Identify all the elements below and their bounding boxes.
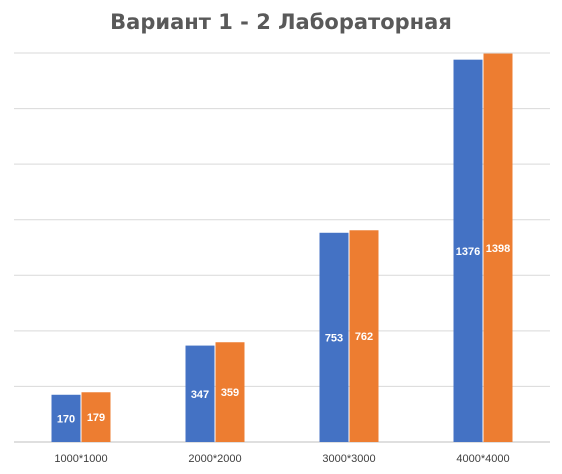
bar (349, 230, 379, 442)
x-tick-label: 1000*1000 (54, 453, 107, 465)
data-label: 762 (355, 331, 373, 343)
data-label: 359 (221, 387, 239, 399)
data-label: 1376 (456, 246, 480, 258)
data-labels: 170 179 347 359 753 762 1376 1398 (57, 243, 510, 426)
bar (81, 392, 111, 442)
bar (453, 59, 483, 442)
x-tick-label: 2000*2000 (188, 453, 241, 465)
chart-title: Вариант 1 - 2 Лабораторная (110, 10, 452, 34)
data-label: 179 (87, 412, 105, 424)
bar (51, 394, 81, 442)
data-label: 753 (325, 332, 343, 344)
bar (483, 53, 513, 442)
bar (215, 342, 245, 442)
bar (185, 345, 215, 442)
x-tick-labels: 1000*1000 2000*2000 3000*3000 4000*4000 (54, 453, 509, 465)
x-tick-label: 4000*4000 (456, 453, 509, 465)
bar (319, 232, 349, 442)
bars (51, 53, 513, 442)
data-label: 1398 (486, 243, 510, 255)
x-tick-label: 3000*3000 (322, 453, 375, 465)
data-label: 170 (57, 413, 75, 425)
data-label: 347 (191, 389, 209, 401)
